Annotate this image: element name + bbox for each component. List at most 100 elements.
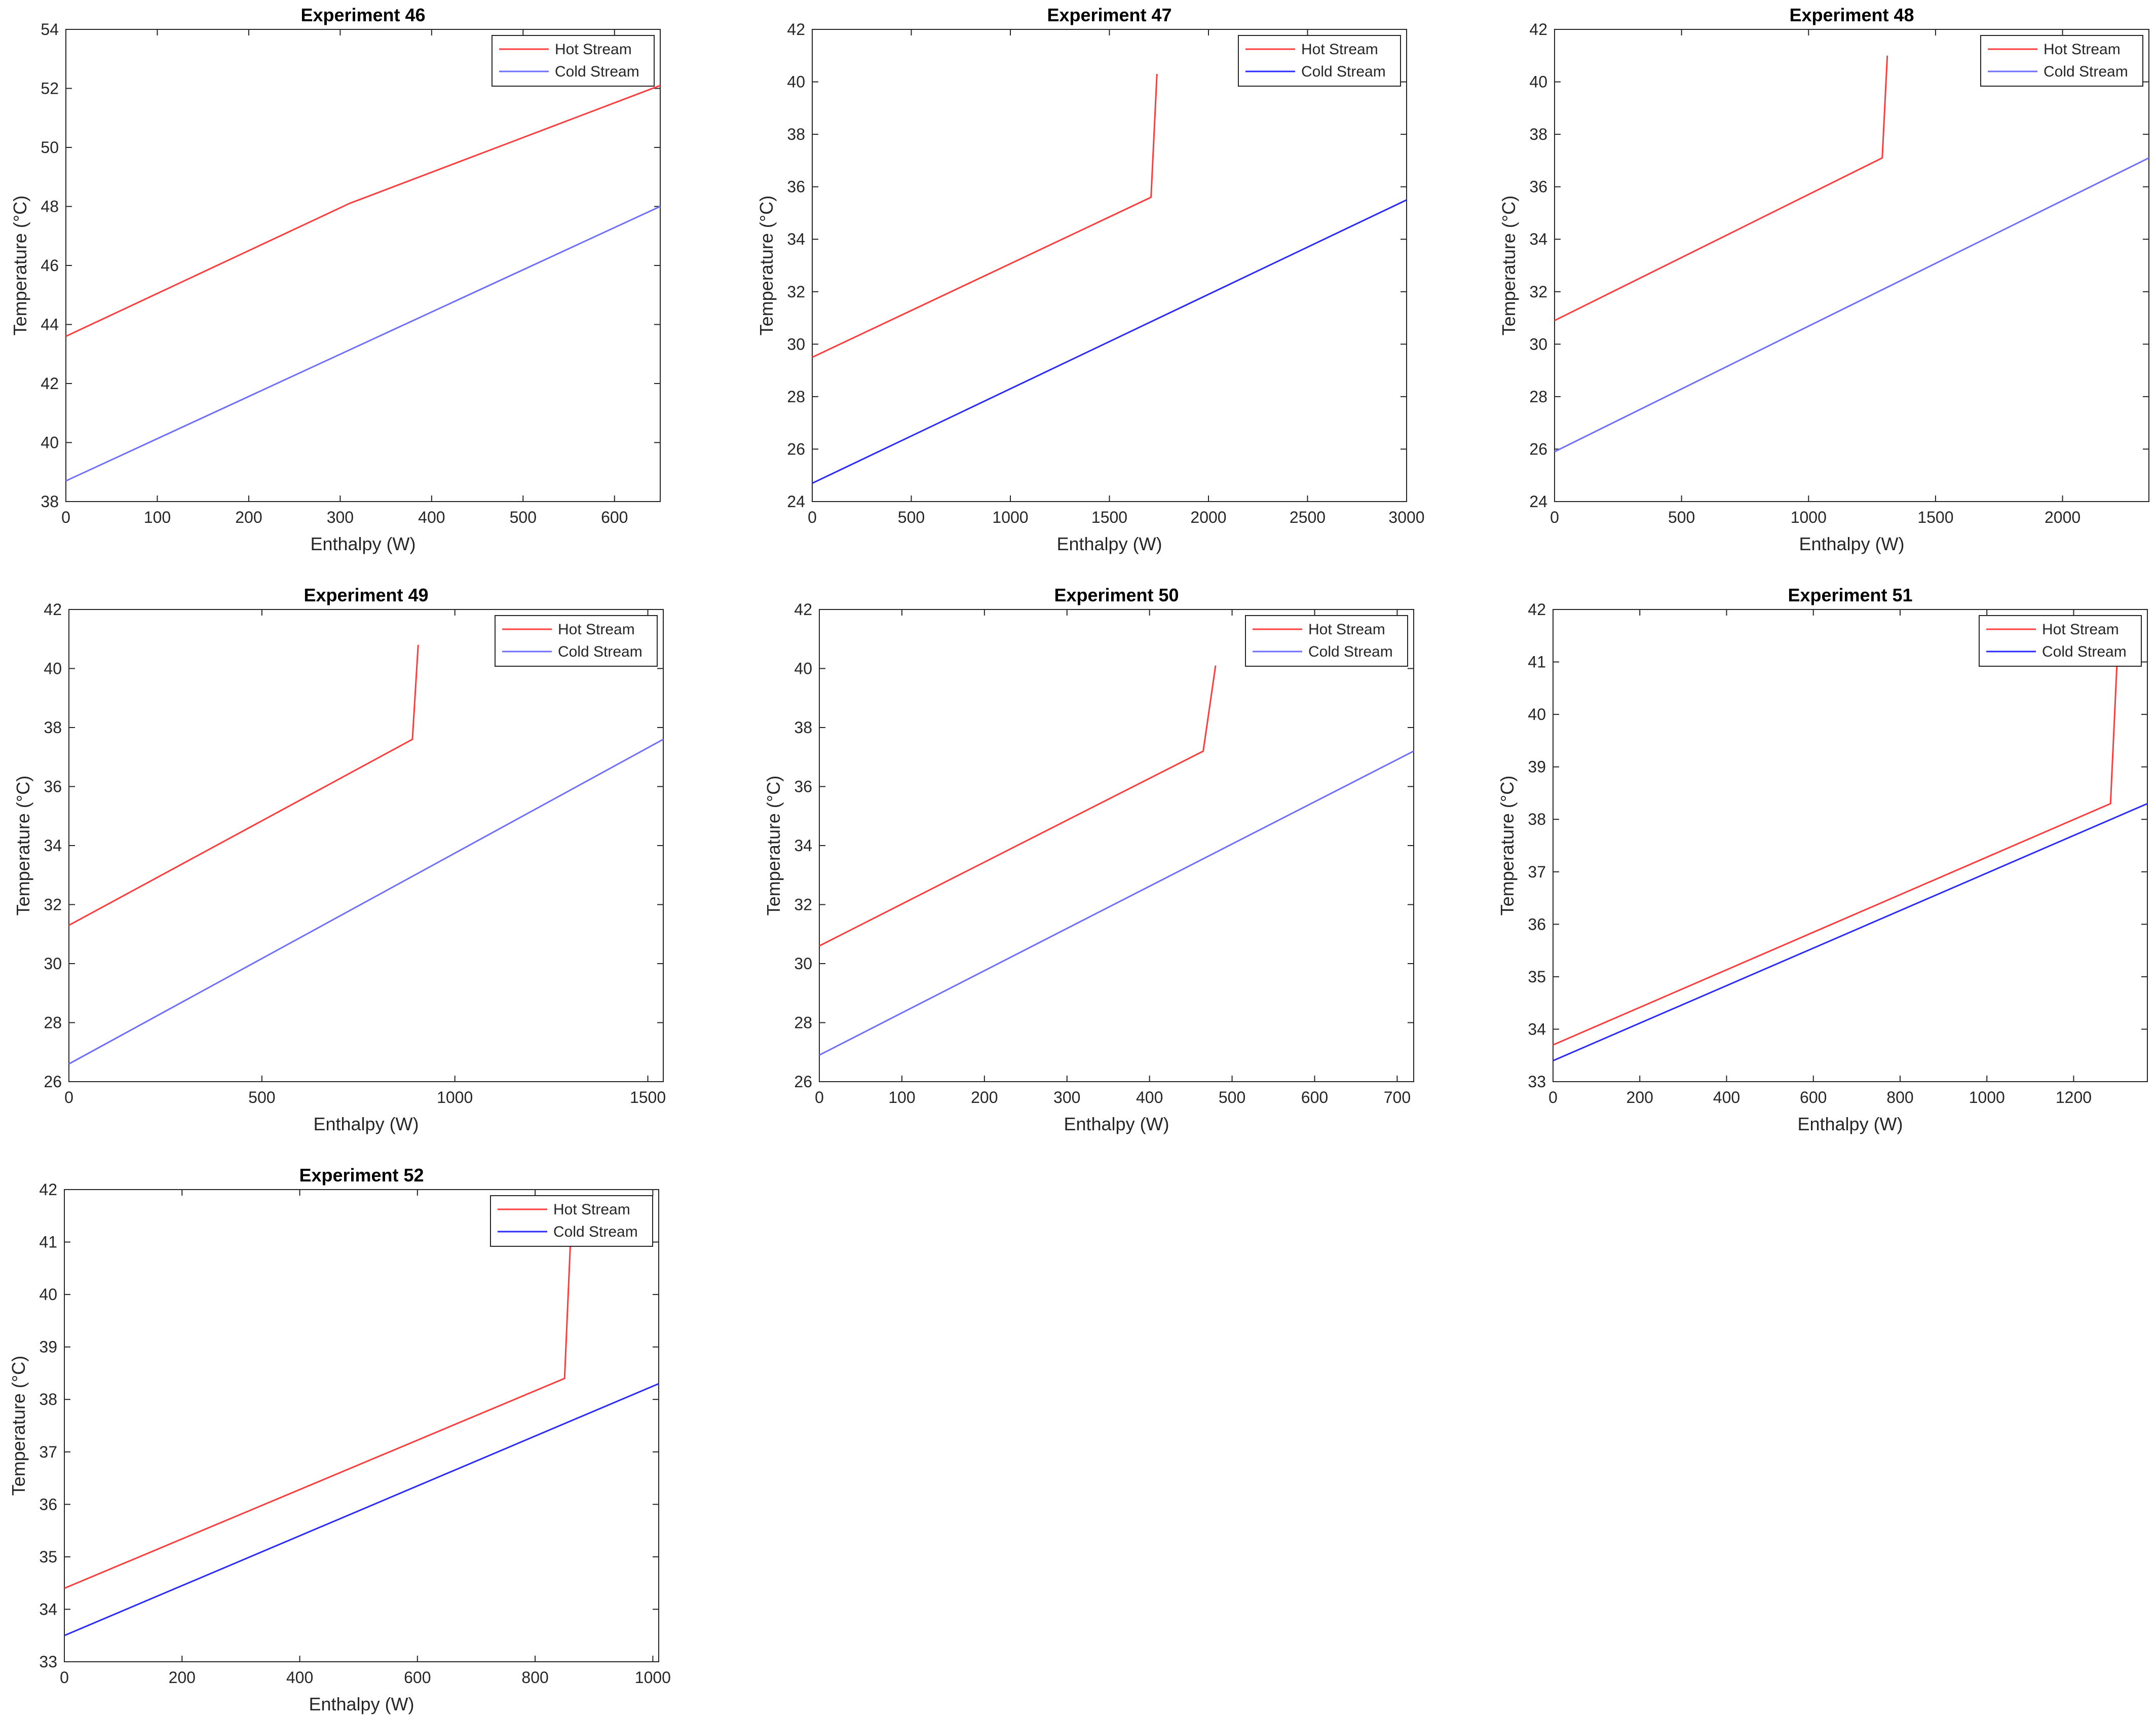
y-tick-label: 38 <box>41 492 59 511</box>
x-tick-label: 0 <box>61 508 70 526</box>
y-tick-label: 39 <box>1528 758 1546 776</box>
x-tick-label: 200 <box>169 1668 196 1687</box>
y-tick-label: 30 <box>787 335 805 353</box>
hot-stream-line <box>68 644 419 926</box>
hot-stream-line <box>812 73 1158 358</box>
x-tick-label: 1500 <box>1917 508 1953 526</box>
y-tick-label: 33 <box>39 1653 57 1671</box>
y-tick-label: 42 <box>787 20 805 39</box>
x-tick-label: 3000 <box>1388 508 1424 526</box>
y-tick-label: 41 <box>1528 653 1546 671</box>
cold-stream-line <box>812 199 1407 484</box>
y-axis-label: Temperature (°C) <box>756 196 777 335</box>
x-tick-label: 100 <box>888 1088 915 1106</box>
y-axis-label: Temperature (°C) <box>1497 776 1518 915</box>
x-tick-label: 0 <box>64 1088 73 1106</box>
y-tick-label: 42 <box>39 1180 57 1199</box>
y-axis-label: Temperature (°C) <box>1498 196 1519 335</box>
y-tick-label: 37 <box>1528 863 1546 881</box>
x-tick-label: 200 <box>971 1088 998 1106</box>
y-tick-label: 40 <box>39 1285 57 1304</box>
x-tick-label: 200 <box>1627 1088 1653 1106</box>
x-tick-label: 600 <box>1800 1088 1827 1106</box>
plot-area <box>68 609 664 1082</box>
legend-label-cold: Cold Stream <box>1308 643 1393 660</box>
y-tick-label: 36 <box>44 778 62 796</box>
x-tick-label: 2000 <box>2045 508 2081 526</box>
x-tick-label: 1500 <box>630 1088 666 1106</box>
x-tick-label: 0 <box>808 508 817 526</box>
x-tick-label: 400 <box>418 508 445 526</box>
x-tick-label: 500 <box>510 508 537 526</box>
x-axis-label: Enthalpy (W) <box>309 1694 414 1714</box>
cold-stream-line <box>64 1383 659 1636</box>
y-tick-label: 30 <box>1529 335 1547 353</box>
legend-label-hot: Hot Stream <box>555 41 632 58</box>
y-axis-label: Temperature (°C) <box>10 196 30 335</box>
y-tick-label: 36 <box>39 1495 57 1513</box>
y-tick-label: 42 <box>41 374 59 393</box>
x-axis-label: Enthalpy (W) <box>1799 533 1904 554</box>
y-tick-label: 38 <box>787 125 805 143</box>
y-tick-label: 38 <box>44 718 62 737</box>
y-axis-label: Temperature (°C) <box>13 776 33 915</box>
x-tick-label: 300 <box>1053 1088 1080 1106</box>
y-tick-label: 28 <box>787 388 805 406</box>
chart-panel: 0 500 1000 1500 26 28 30 32 34 36 38 40 42 Experiment… <box>13 585 666 1134</box>
y-tick-label: 34 <box>794 836 812 855</box>
y-tick-label: 26 <box>787 440 805 458</box>
y-tick-label: 42 <box>794 600 812 619</box>
x-tick-label: 400 <box>1136 1088 1163 1106</box>
legend: Hot Stream Cold Stream <box>495 615 658 667</box>
chart-title: Experiment 48 <box>1789 5 1914 25</box>
x-tick-label: 400 <box>286 1668 313 1687</box>
y-tick-label: 36 <box>794 778 812 796</box>
cold-stream-line <box>65 206 661 482</box>
x-tick-label: 1000 <box>635 1668 671 1687</box>
x-tick-label: 700 <box>1384 1088 1411 1106</box>
x-tick-label: 600 <box>601 508 628 526</box>
chart-panel: 0 500 1000 1500 2000 24 26 28 30 32 34 36 38 40 42 Expe… <box>1498 5 2149 554</box>
legend-box <box>490 1195 653 1247</box>
y-tick-label: 40 <box>41 434 59 452</box>
x-axis-label: Enthalpy (W) <box>1797 1114 1903 1134</box>
legend-label-cold: Cold Stream <box>2044 63 2128 80</box>
y-tick-label: 35 <box>39 1548 57 1566</box>
y-axis-label: Temperature (°C) <box>763 776 784 915</box>
legend-box <box>1980 35 2143 87</box>
legend-label-cold: Cold Stream <box>555 63 639 80</box>
x-tick-label: 1000 <box>1969 1088 2005 1106</box>
chart-panel: 0 100 200 300 400 500 600 38 40 42 44 46 48 50 52 54 Exp… <box>10 5 661 554</box>
y-tick-label: 42 <box>1528 600 1546 619</box>
y-tick-label: 36 <box>1528 915 1546 933</box>
legend: Hot Stream Cold Stream <box>1238 35 1401 87</box>
y-tick-label: 28 <box>1529 388 1547 406</box>
y-tick-label: 54 <box>41 20 59 39</box>
legend-box <box>495 615 658 667</box>
y-tick-label: 48 <box>41 198 59 216</box>
plot-area <box>819 609 1414 1082</box>
legend-label-hot: Hot Stream <box>2044 41 2121 58</box>
legend-box <box>1979 615 2142 667</box>
x-tick-label: 800 <box>1886 1088 1913 1106</box>
y-tick-label: 26 <box>1529 440 1547 458</box>
y-tick-label: 50 <box>41 138 59 157</box>
x-tick-label: 500 <box>1219 1088 1245 1106</box>
y-tick-label: 36 <box>787 178 805 196</box>
cold-stream-line <box>1553 803 2148 1061</box>
x-tick-label: 500 <box>248 1088 275 1106</box>
y-tick-label: 41 <box>39 1233 57 1251</box>
legend-box <box>1245 615 1408 667</box>
x-tick-label: 0 <box>1548 1088 1558 1106</box>
legend-box <box>491 35 655 87</box>
legend-label-cold: Cold Stream <box>553 1224 638 1240</box>
x-tick-label: 500 <box>1668 508 1695 526</box>
x-axis-label: Enthalpy (W) <box>313 1114 419 1134</box>
x-tick-label: 100 <box>144 508 171 526</box>
y-tick-label: 35 <box>1528 968 1546 986</box>
chart-panel: 0 100 200 300 400 500 600 700 26 28 30 32 34 36 38 40 42… <box>763 585 1414 1134</box>
x-tick-label: 400 <box>1713 1088 1740 1106</box>
y-tick-label: 28 <box>44 1014 62 1032</box>
